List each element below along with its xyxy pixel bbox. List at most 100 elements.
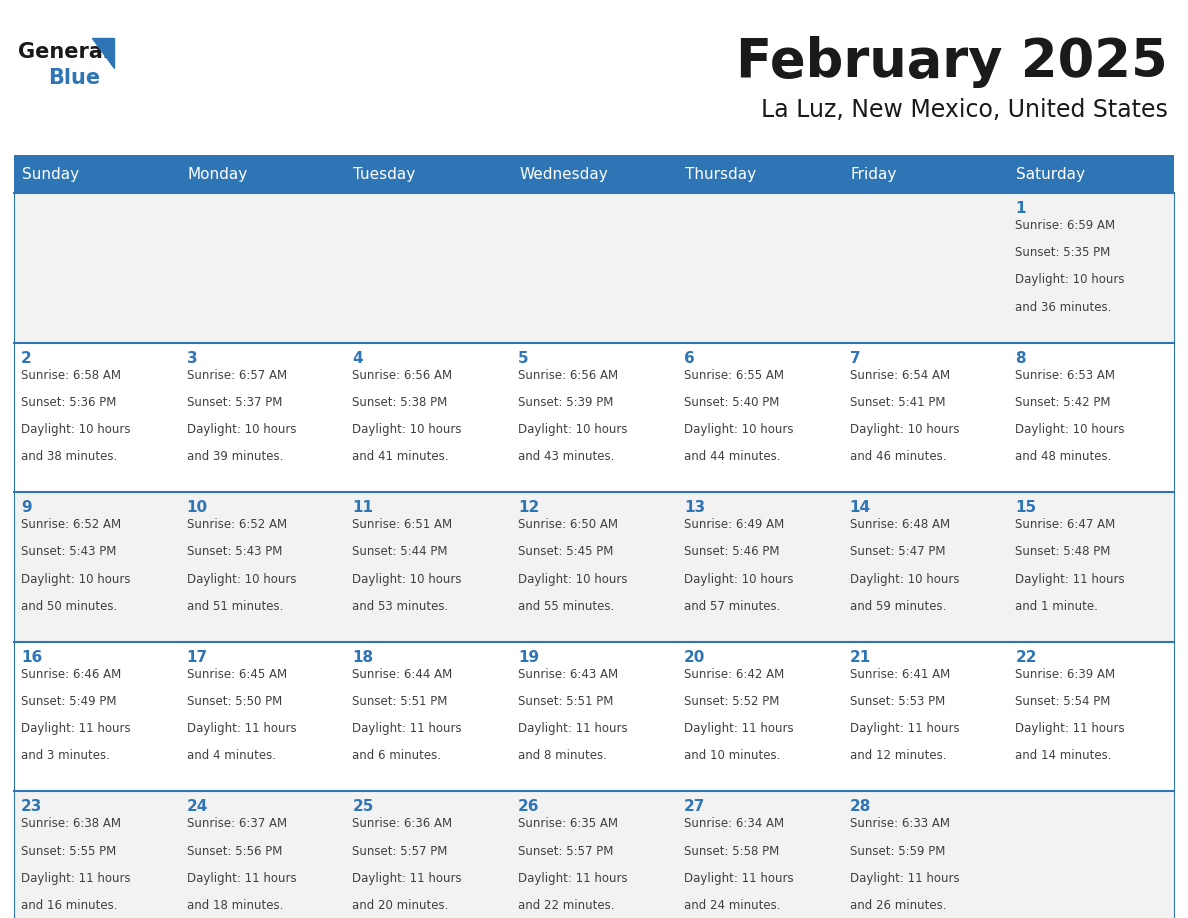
Text: Sunrise: 6:53 AM: Sunrise: 6:53 AM [1016,369,1116,382]
Text: Sunset: 5:43 PM: Sunset: 5:43 PM [187,545,282,558]
Text: Sunset: 5:40 PM: Sunset: 5:40 PM [684,396,779,409]
Text: Sunset: 5:51 PM: Sunset: 5:51 PM [518,695,613,708]
Text: and 14 minutes.: and 14 minutes. [1016,749,1112,763]
Text: Daylight: 10 hours: Daylight: 10 hours [187,423,296,436]
Text: and 16 minutes.: and 16 minutes. [21,899,118,912]
Text: and 20 minutes.: and 20 minutes. [353,899,449,912]
Text: Sunrise: 6:56 AM: Sunrise: 6:56 AM [353,369,453,382]
Text: 28: 28 [849,800,871,814]
Text: Daylight: 10 hours: Daylight: 10 hours [684,573,794,586]
Text: 2: 2 [21,351,32,365]
Text: 24: 24 [187,800,208,814]
Text: and 4 minutes.: and 4 minutes. [187,749,276,763]
Text: Sunset: 5:54 PM: Sunset: 5:54 PM [1016,695,1111,708]
Text: 7: 7 [849,351,860,365]
Text: Daylight: 11 hours: Daylight: 11 hours [518,872,627,885]
Polygon shape [91,38,114,68]
Text: and 44 minutes.: and 44 minutes. [684,450,781,464]
Text: Sunrise: 6:46 AM: Sunrise: 6:46 AM [21,667,121,681]
Text: Blue: Blue [48,68,100,88]
Text: Saturday: Saturday [1016,166,1086,182]
Text: and 48 minutes.: and 48 minutes. [1016,450,1112,464]
Text: Daylight: 10 hours: Daylight: 10 hours [518,573,627,586]
Text: Sunset: 5:59 PM: Sunset: 5:59 PM [849,845,944,857]
Text: Daylight: 11 hours: Daylight: 11 hours [187,872,296,885]
Text: Sunrise: 6:39 AM: Sunrise: 6:39 AM [1016,667,1116,681]
Text: Sunrise: 6:55 AM: Sunrise: 6:55 AM [684,369,784,382]
Text: Sunset: 5:44 PM: Sunset: 5:44 PM [353,545,448,558]
Text: and 18 minutes.: and 18 minutes. [187,899,283,912]
Text: Sunrise: 6:42 AM: Sunrise: 6:42 AM [684,667,784,681]
Text: and 26 minutes.: and 26 minutes. [849,899,946,912]
Text: Sunset: 5:42 PM: Sunset: 5:42 PM [1016,396,1111,409]
Text: and 3 minutes.: and 3 minutes. [21,749,109,763]
Text: and 57 minutes.: and 57 minutes. [684,599,781,613]
Text: Daylight: 10 hours: Daylight: 10 hours [849,423,959,436]
Text: and 50 minutes.: and 50 minutes. [21,599,118,613]
Text: and 59 minutes.: and 59 minutes. [849,599,946,613]
Text: Sunrise: 6:45 AM: Sunrise: 6:45 AM [187,667,286,681]
Text: Sunset: 5:37 PM: Sunset: 5:37 PM [187,396,282,409]
Text: Daylight: 10 hours: Daylight: 10 hours [1016,274,1125,286]
Text: Sunset: 5:35 PM: Sunset: 5:35 PM [1016,246,1111,259]
Text: and 53 minutes.: and 53 minutes. [353,599,449,613]
Text: Sunrise: 6:52 AM: Sunrise: 6:52 AM [187,518,286,532]
Text: 15: 15 [1016,500,1036,515]
Text: Daylight: 11 hours: Daylight: 11 hours [187,722,296,735]
Text: Daylight: 11 hours: Daylight: 11 hours [518,722,627,735]
Text: 4: 4 [353,351,364,365]
Text: 8: 8 [1016,351,1026,365]
Text: Daylight: 11 hours: Daylight: 11 hours [849,722,959,735]
Text: Sunrise: 6:34 AM: Sunrise: 6:34 AM [684,817,784,831]
Text: Sunset: 5:50 PM: Sunset: 5:50 PM [187,695,282,708]
Bar [14,155,1174,193]
Bar [14,492,1174,642]
Text: Daylight: 11 hours: Daylight: 11 hours [353,872,462,885]
Text: Sunrise: 6:49 AM: Sunrise: 6:49 AM [684,518,784,532]
Text: Sunrise: 6:44 AM: Sunrise: 6:44 AM [353,667,453,681]
Text: Sunset: 5:47 PM: Sunset: 5:47 PM [849,545,946,558]
Text: Monday: Monday [188,166,248,182]
Text: 25: 25 [353,800,374,814]
Bar [14,642,1174,791]
Text: Sunrise: 6:41 AM: Sunrise: 6:41 AM [849,667,950,681]
Text: Sunrise: 6:38 AM: Sunrise: 6:38 AM [21,817,121,831]
Text: Daylight: 11 hours: Daylight: 11 hours [849,872,959,885]
Text: Daylight: 10 hours: Daylight: 10 hours [187,573,296,586]
Text: and 46 minutes.: and 46 minutes. [849,450,946,464]
Text: Daylight: 10 hours: Daylight: 10 hours [21,573,131,586]
Text: 1: 1 [1016,201,1025,216]
Text: and 6 minutes.: and 6 minutes. [353,749,442,763]
Text: Sunset: 5:58 PM: Sunset: 5:58 PM [684,845,779,857]
Text: 14: 14 [849,500,871,515]
Text: 16: 16 [21,650,43,665]
Text: Sunset: 5:57 PM: Sunset: 5:57 PM [353,845,448,857]
Text: Daylight: 10 hours: Daylight: 10 hours [849,573,959,586]
Text: Sunrise: 6:35 AM: Sunrise: 6:35 AM [518,817,618,831]
Text: Daylight: 11 hours: Daylight: 11 hours [684,722,794,735]
Text: 12: 12 [518,500,539,515]
Text: 20: 20 [684,650,706,665]
Text: Daylight: 11 hours: Daylight: 11 hours [684,872,794,885]
Text: Daylight: 10 hours: Daylight: 10 hours [1016,423,1125,436]
Text: Daylight: 11 hours: Daylight: 11 hours [1016,573,1125,586]
Text: Daylight: 10 hours: Daylight: 10 hours [21,423,131,436]
Text: Sunset: 5:36 PM: Sunset: 5:36 PM [21,396,116,409]
Text: 19: 19 [518,650,539,665]
Text: and 24 minutes.: and 24 minutes. [684,899,781,912]
Text: Sunrise: 6:51 AM: Sunrise: 6:51 AM [353,518,453,532]
Text: 26: 26 [518,800,539,814]
Text: Tuesday: Tuesday [353,166,416,182]
Text: Sunset: 5:39 PM: Sunset: 5:39 PM [518,396,613,409]
Text: Friday: Friday [851,166,897,182]
Text: Sunrise: 6:33 AM: Sunrise: 6:33 AM [849,817,949,831]
Text: La Luz, New Mexico, United States: La Luz, New Mexico, United States [762,98,1168,122]
Text: Sunrise: 6:57 AM: Sunrise: 6:57 AM [187,369,286,382]
Text: Sunset: 5:51 PM: Sunset: 5:51 PM [353,695,448,708]
Text: Daylight: 10 hours: Daylight: 10 hours [353,423,462,436]
Text: Sunset: 5:53 PM: Sunset: 5:53 PM [849,695,944,708]
Text: 5: 5 [518,351,529,365]
Text: and 39 minutes.: and 39 minutes. [187,450,283,464]
Text: Wednesday: Wednesday [519,166,608,182]
Text: Sunset: 5:55 PM: Sunset: 5:55 PM [21,845,116,857]
